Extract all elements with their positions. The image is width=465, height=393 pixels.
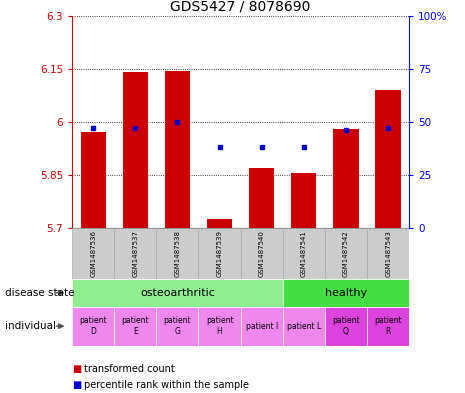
Bar (367, 307, 409, 346)
Bar (367, 228, 409, 279)
Text: GSM1487541: GSM1487541 (301, 230, 307, 277)
Text: GSM1487538: GSM1487538 (174, 230, 180, 277)
Text: patient
E: patient E (121, 316, 149, 336)
Bar (375, 90, 401, 228)
Text: GSM1487537: GSM1487537 (132, 230, 138, 277)
Bar (114, 228, 156, 279)
Text: patient I: patient I (246, 322, 278, 331)
Bar (283, 228, 325, 279)
Bar (156, 307, 199, 346)
Bar (291, 173, 317, 228)
Bar (156, 228, 199, 279)
Text: ■: ■ (72, 380, 81, 390)
Bar (283, 279, 409, 307)
Bar (325, 228, 367, 279)
Text: patient
H: patient H (206, 316, 233, 336)
Text: transformed count: transformed count (84, 364, 174, 375)
Text: disease state: disease state (5, 288, 74, 298)
Bar (72, 228, 114, 279)
Bar (241, 228, 283, 279)
Title: GDS5427 / 8078690: GDS5427 / 8078690 (171, 0, 311, 13)
Text: GSM1487542: GSM1487542 (343, 230, 349, 277)
Text: patient
D: patient D (80, 316, 107, 336)
Bar (333, 129, 359, 228)
Text: GSM1487539: GSM1487539 (217, 230, 223, 277)
Text: patient
R: patient R (374, 316, 402, 336)
Bar (241, 307, 283, 346)
Text: patient L: patient L (287, 322, 321, 331)
Text: patient
G: patient G (164, 316, 191, 336)
Bar (283, 307, 325, 346)
Bar (207, 219, 232, 228)
Text: ■: ■ (72, 364, 81, 375)
Text: GSM1487543: GSM1487543 (385, 230, 391, 277)
Bar (325, 307, 367, 346)
Bar (199, 228, 241, 279)
Text: individual: individual (5, 321, 56, 331)
Text: GSM1487540: GSM1487540 (259, 230, 265, 277)
Text: osteoarthritic: osteoarthritic (140, 288, 215, 298)
Text: healthy: healthy (325, 288, 367, 298)
Bar (165, 70, 190, 228)
Bar (249, 168, 274, 228)
Bar (123, 72, 148, 228)
Text: patient
Q: patient Q (332, 316, 360, 336)
Bar (114, 307, 156, 346)
Bar (80, 132, 106, 228)
Bar (72, 279, 283, 307)
Text: GSM1487536: GSM1487536 (90, 230, 96, 277)
Text: percentile rank within the sample: percentile rank within the sample (84, 380, 249, 390)
Bar (199, 307, 241, 346)
Bar (72, 307, 114, 346)
